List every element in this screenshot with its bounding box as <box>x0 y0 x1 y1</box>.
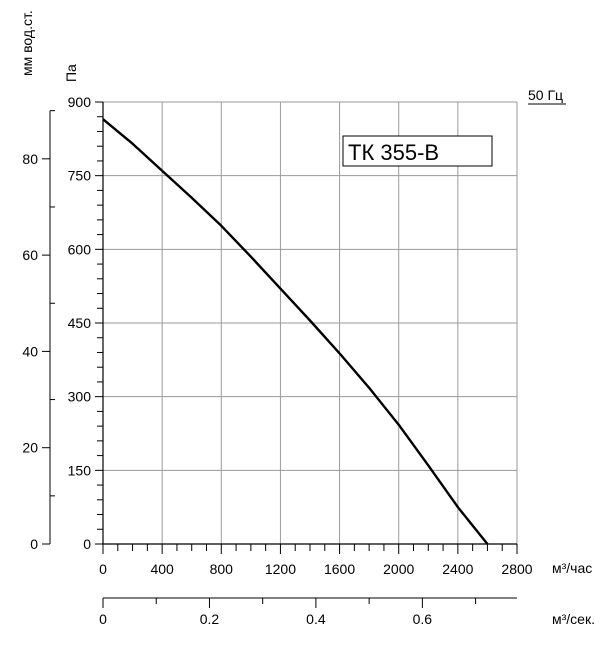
y2-tick-label: 80 <box>22 151 38 167</box>
x-tick-label: 2000 <box>383 561 414 577</box>
axes <box>49 102 517 599</box>
x2-tick-label: 0 <box>99 611 107 627</box>
y2-tick-label: 40 <box>22 343 38 359</box>
model-title-box <box>342 135 493 167</box>
y-tick-label: 600 <box>68 241 92 257</box>
x2-tick-label: 0.2 <box>200 611 220 627</box>
y-unit-label: Па <box>63 64 79 82</box>
y-tick-label: 900 <box>68 94 92 110</box>
x-tick-label: 400 <box>150 561 174 577</box>
x-tick-label: 1600 <box>324 561 355 577</box>
y2-tick-label: 0 <box>30 536 38 552</box>
x2-tick-label: 0.6 <box>413 611 433 627</box>
series <box>102 118 489 545</box>
y-tick-label: 300 <box>68 389 92 405</box>
ticks <box>42 101 518 608</box>
y-tick-label: 450 <box>68 315 92 331</box>
y-tick-label: 150 <box>68 462 92 478</box>
x-tick-label: 0 <box>99 561 107 577</box>
model-title: ТК 355-В <box>348 140 439 165</box>
x-unit-label: м³/час <box>552 560 592 576</box>
grid <box>103 101 518 544</box>
x-tick-label: 800 <box>210 561 234 577</box>
x-unit-label-secondary: м³/сек. <box>552 611 595 627</box>
x-tick-label: 2800 <box>501 561 532 577</box>
x-tick-label: 2400 <box>442 561 473 577</box>
y-tick-label: 750 <box>68 168 92 184</box>
y-tick-label: 0 <box>83 536 91 552</box>
x-tick-label: 1200 <box>265 561 296 577</box>
x2-tick-label: 0.4 <box>306 611 326 627</box>
series-line <box>102 118 489 545</box>
y-unit-label-secondary: мм вод.ст. <box>19 10 35 76</box>
y2-tick-label: 20 <box>22 440 38 456</box>
frequency-label: 50 Гц <box>528 87 563 103</box>
y2-tick-label: 60 <box>22 247 38 263</box>
